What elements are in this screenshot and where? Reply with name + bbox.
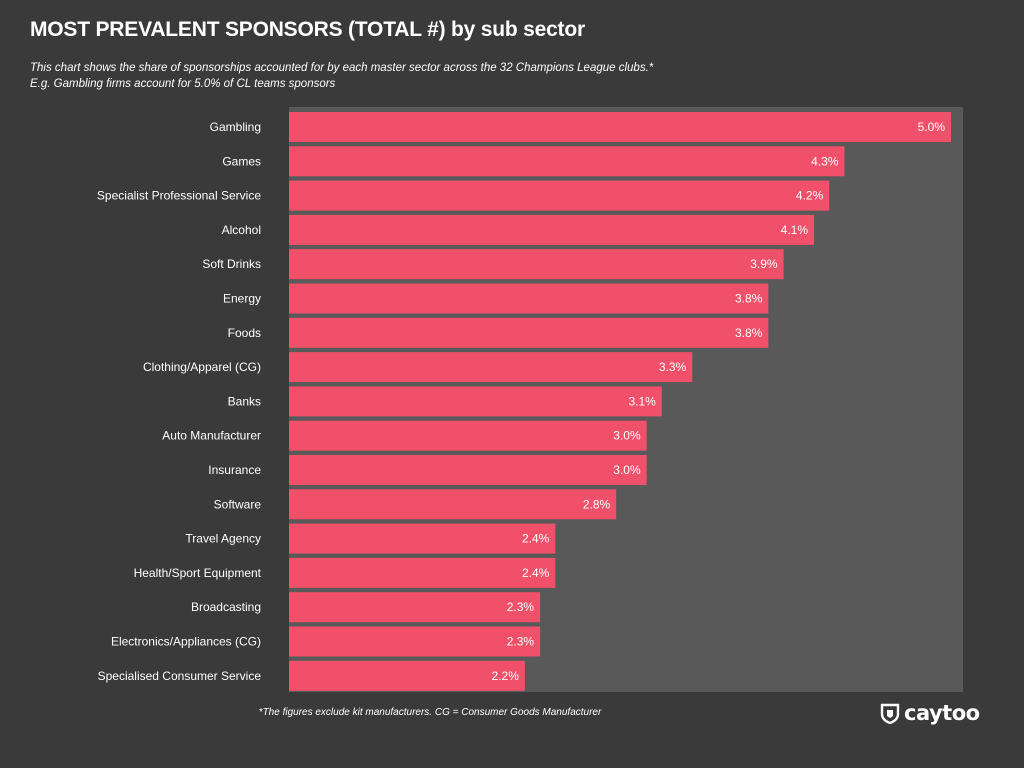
value-label: 2.3% <box>507 600 535 614</box>
value-label: 2.8% <box>583 497 611 511</box>
chart-title: MOST PREVALENT SPONSORS (TOTAL #) by sub… <box>30 18 585 41</box>
category-label: Soft Drinks <box>202 257 261 271</box>
bar <box>289 660 525 691</box>
category-label: Banks <box>228 394 261 408</box>
value-label: 3.9% <box>750 257 778 271</box>
category-label: Specialised Consumer Service <box>98 669 262 683</box>
category-label: Energy <box>223 292 261 306</box>
category-label: Electronics/Appliances (CG) <box>111 635 261 649</box>
caytoo-logo: caytoo <box>880 700 980 726</box>
footnote: *The figures exclude kit manufacturers. … <box>258 707 602 718</box>
category-label: Foods <box>228 326 261 340</box>
value-label: 3.8% <box>735 292 763 306</box>
category-label: Travel Agency <box>185 532 261 546</box>
bar <box>289 420 647 451</box>
logo-text: caytoo <box>904 701 980 725</box>
bar <box>289 352 693 383</box>
bar <box>289 489 617 520</box>
caytoo-shield-icon <box>880 703 900 724</box>
category-label: Clothing/Apparel (CG) <box>143 360 261 374</box>
bar <box>289 386 662 417</box>
value-label: 3.0% <box>613 463 641 477</box>
subtitle-line-2: E.g. Gambling firms account for 5.0% of … <box>30 78 336 90</box>
category-label: Alcohol <box>222 223 261 237</box>
value-label: 3.8% <box>735 326 763 340</box>
bar <box>289 249 784 280</box>
category-label: Games <box>222 154 261 168</box>
bar <box>289 283 769 314</box>
bar <box>289 626 541 657</box>
bar <box>289 112 951 142</box>
value-label: 2.4% <box>522 566 550 580</box>
value-label: 2.3% <box>507 635 535 649</box>
value-label: 4.1% <box>781 223 809 237</box>
category-label: Health/Sport Equipment <box>134 566 262 580</box>
bar <box>289 146 845 177</box>
bar <box>289 523 556 554</box>
value-label: 3.1% <box>628 394 656 408</box>
category-label: Insurance <box>208 463 261 477</box>
bar <box>289 557 556 588</box>
value-label: 2.4% <box>522 532 550 546</box>
bar <box>289 592 541 623</box>
bar <box>289 214 815 245</box>
subtitle-line-1: This chart shows the share of sponsorshi… <box>30 62 654 74</box>
value-label: 5.0% <box>918 120 946 134</box>
category-label: Auto Manufacturer <box>162 429 261 443</box>
category-label: Specialist Professional Service <box>97 189 261 203</box>
bar <box>289 180 830 211</box>
category-label: Software <box>214 497 262 511</box>
value-label: 2.2% <box>492 669 520 683</box>
value-label: 3.0% <box>613 429 641 443</box>
value-label: 4.3% <box>811 154 839 168</box>
bar <box>289 317 769 348</box>
chart-subtitle: This chart shows the share of sponsorshi… <box>30 60 653 92</box>
bar <box>289 455 647 485</box>
value-label: 3.3% <box>659 360 687 374</box>
category-label: Broadcasting <box>191 600 261 614</box>
category-label: Gambling <box>210 120 261 134</box>
value-label: 4.2% <box>796 189 824 203</box>
